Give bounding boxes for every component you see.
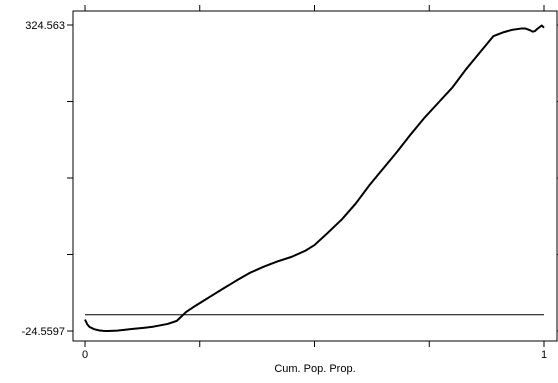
ticks-layer: 0 1 -24.5597 324.563: [22, 5, 558, 361]
x-tick-label: 1: [541, 349, 547, 361]
y-tick-label: -24.5597: [22, 326, 65, 338]
x-tick-label: 0: [82, 349, 88, 361]
series-line-curve: [84, 24, 545, 332]
plot-frame: [72, 10, 558, 342]
series-layer: [84, 24, 545, 332]
y-tick-label: 324.563: [25, 20, 65, 32]
x-axis-title: Cum. Pop. Prop.: [274, 363, 355, 375]
